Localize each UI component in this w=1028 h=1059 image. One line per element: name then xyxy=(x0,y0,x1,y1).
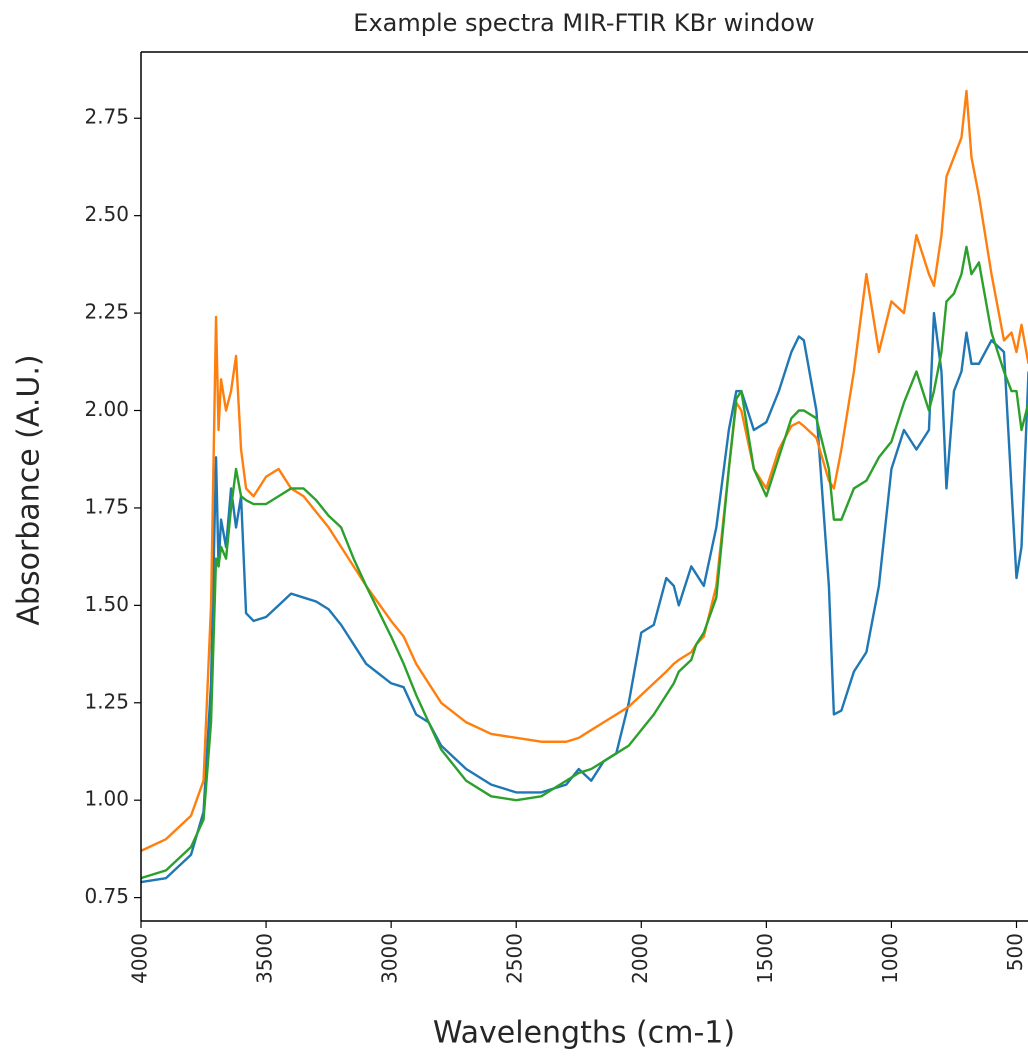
x-tick-label: 4000 xyxy=(128,933,152,984)
spectrum-line xyxy=(141,89,1028,852)
y-tick-label: 1.00 xyxy=(84,787,129,811)
spectrum-line xyxy=(141,245,1028,880)
x-tick-label: 2000 xyxy=(628,933,652,984)
x-tick-label: 1500 xyxy=(753,933,777,984)
x-axis-label: Wavelengths (cm-1) xyxy=(433,1016,735,1051)
y-tick-label: 1.25 xyxy=(84,689,129,713)
x-tick-label: 2500 xyxy=(503,933,527,984)
y-axis-label: Absorbance (A.U.) xyxy=(12,354,47,625)
spectrum-line xyxy=(141,311,1028,884)
x-tick-label: 500 xyxy=(1003,933,1027,971)
x-tick-label: 3000 xyxy=(378,933,402,984)
y-tick-label: 1.50 xyxy=(84,592,129,616)
y-tick-label: 2.50 xyxy=(84,202,129,226)
x-tick-label: 3500 xyxy=(253,933,277,984)
y-tick-label: 2.25 xyxy=(84,300,129,324)
y-tick-label: 2.75 xyxy=(84,105,129,129)
y-tick-label: 1.75 xyxy=(84,494,129,518)
y-tick-label: 0.75 xyxy=(84,884,129,908)
chart-title: Example spectra MIR-FTIR KBr window xyxy=(353,9,814,37)
x-tick-label: 1000 xyxy=(878,933,902,984)
plot-lines xyxy=(141,89,1028,884)
y-tick-label: 2.00 xyxy=(84,397,129,421)
